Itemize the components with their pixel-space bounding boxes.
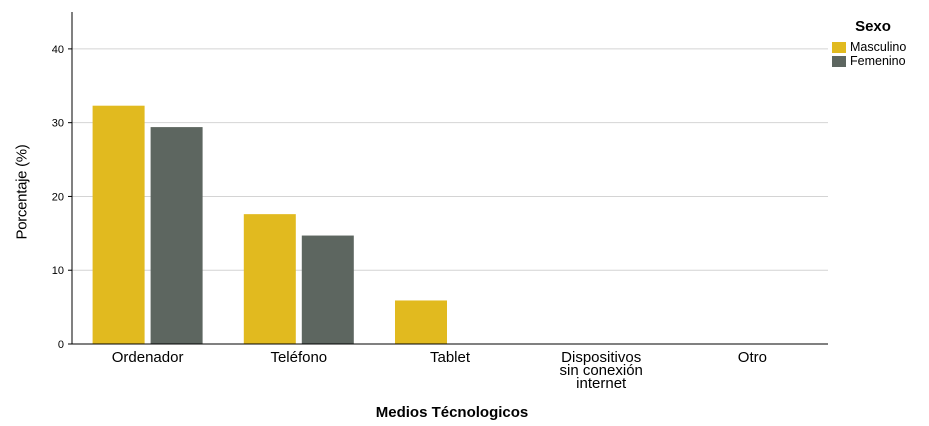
- bar-femenino-1: [301, 235, 354, 344]
- x-tick-label: Tablet: [430, 349, 471, 366]
- x-tick-label-line: Tablet: [430, 349, 471, 366]
- y-axis-title-text: Porcentaje (%): [13, 144, 31, 240]
- legend-label-masculino: Masculino: [850, 40, 907, 54]
- legend: Sexo Masculino Femenino: [832, 18, 918, 68]
- legend-label-femenino: Femenino: [850, 54, 906, 68]
- x-tick-label-line: internet: [576, 375, 627, 392]
- y-axis-title: Porcentaje (%): [2, 144, 42, 239]
- x-tick-label: Dispositivos sin conexión internet: [560, 349, 643, 392]
- y-tick-label: 0: [58, 339, 64, 351]
- legend-swatch-masculino: [832, 41, 846, 53]
- bar-masculino-1: [243, 214, 296, 344]
- x-tick-label-line: Ordenador: [112, 349, 184, 366]
- x-tick-label-line: Otro: [738, 349, 767, 366]
- x-tick-label-line: Teléfono: [270, 349, 327, 366]
- x-tick-label-line: sin conexión: [560, 362, 643, 379]
- bar-femenino-0: [150, 127, 203, 345]
- legend-swatch-femenino: [832, 55, 846, 67]
- legend-item-femenino: Femenino: [832, 54, 918, 68]
- x-axis-title: Medios Técnologicos: [375, 404, 529, 421]
- x-tick-label: Teléfono: [270, 349, 327, 366]
- x-tick-label: Ordenador: [112, 349, 184, 366]
- x-tick-label: Otro: [738, 349, 767, 366]
- bar-masculino-2: [395, 300, 447, 344]
- y-tick-label: 40: [52, 44, 64, 56]
- y-tick-label: 10: [52, 265, 64, 277]
- bar-masculino-0: [92, 105, 145, 344]
- legend-title: Sexo: [855, 18, 891, 35]
- y-tick-label: 30: [52, 118, 64, 130]
- legend-item-masculino: Masculino: [832, 40, 918, 54]
- y-tick-label: 20: [52, 191, 64, 203]
- x-tick-label-line: Dispositivos: [561, 349, 641, 366]
